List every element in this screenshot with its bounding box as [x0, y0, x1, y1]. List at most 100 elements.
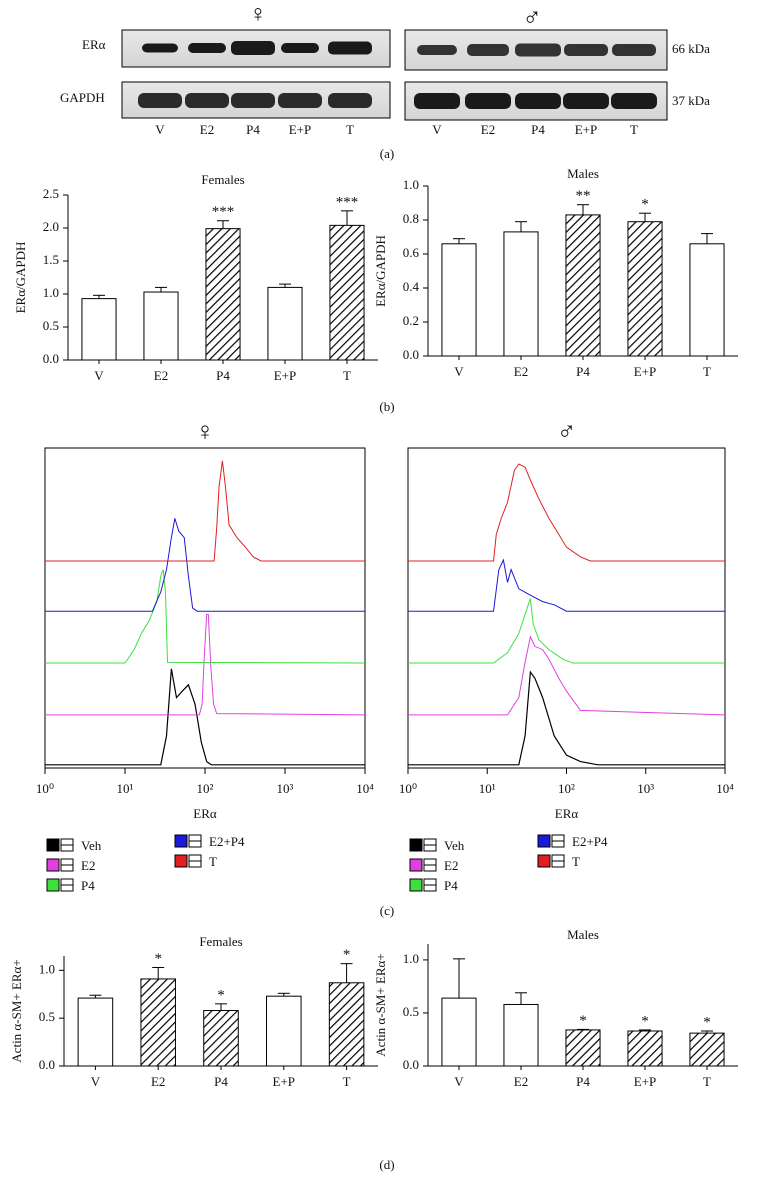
- histogram-line: [45, 518, 365, 612]
- bar: [143, 291, 179, 361]
- bar: [329, 224, 365, 361]
- legend-label: E2: [81, 858, 95, 873]
- bar: [328, 982, 365, 1067]
- blot-band: [328, 41, 372, 55]
- blot-band: [188, 43, 226, 53]
- lane-label: T: [630, 122, 638, 137]
- blot-band: [231, 41, 275, 55]
- x-axis-label: ERα: [193, 806, 217, 821]
- chart-title: Females: [199, 934, 242, 949]
- blot-band: [278, 93, 322, 108]
- blot-band: [467, 44, 509, 56]
- x-tick-label: T: [703, 364, 711, 379]
- histogram-line: [408, 598, 725, 664]
- x-tick-label: E2: [154, 368, 168, 383]
- blot-band: [281, 43, 319, 53]
- legend-label: Veh: [81, 838, 102, 853]
- x-tick-label: P4: [214, 1074, 228, 1089]
- significance-label: *: [641, 197, 649, 213]
- y-axis-label: ERα/GAPDH: [373, 235, 388, 307]
- chart-title: Males: [567, 166, 599, 181]
- y-tick-label: 0.0: [43, 351, 59, 366]
- blot-band: [611, 93, 657, 109]
- x-tick-label: 10²: [197, 781, 214, 796]
- histogram-line: [408, 635, 726, 716]
- chart-title: ♂: [557, 417, 577, 446]
- histogram-line: [45, 613, 366, 716]
- legend-swatch: [46, 838, 60, 852]
- significance-label: *: [703, 1014, 711, 1030]
- bar: [503, 231, 539, 357]
- blot-band: [328, 93, 372, 108]
- y-tick-label: 0.6: [403, 245, 420, 260]
- y-tick-label: 1.0: [403, 951, 419, 966]
- x-tick-label: E+P: [273, 1074, 296, 1089]
- blot-size-label: 66 kDa: [672, 41, 710, 56]
- y-tick-label: 0.5: [403, 1004, 419, 1019]
- x-tick-label: E+P: [634, 364, 657, 379]
- histogram-line: [408, 463, 725, 562]
- panel-label: (b): [379, 399, 394, 414]
- x-tick-label: V: [454, 364, 464, 379]
- panel-label: (d): [379, 1157, 394, 1172]
- lane-label: V: [155, 122, 165, 137]
- x-tick-label: V: [94, 368, 104, 383]
- blot-bands: [138, 41, 657, 109]
- blot-band: [142, 43, 178, 53]
- y-tick-label: 0.0: [403, 1057, 419, 1072]
- significance-label: **: [576, 188, 591, 204]
- histogram-line: [408, 558, 725, 612]
- x-tick-label: V: [454, 1074, 464, 1089]
- lane-label: T: [346, 122, 354, 137]
- x-tick-label: E2: [514, 1074, 528, 1089]
- blot-band: [612, 44, 656, 56]
- legend-swatch: [174, 854, 188, 868]
- x-tick-label: T: [343, 368, 351, 383]
- lane-label: E+P: [575, 122, 598, 137]
- legend-label: E2+P4: [572, 834, 608, 849]
- panel-label: (c): [380, 903, 394, 918]
- legend-label: E2+P4: [209, 834, 245, 849]
- x-tick-label: T: [703, 1074, 711, 1089]
- bar: [689, 1032, 725, 1067]
- bar: [205, 228, 241, 361]
- blot-row-label: GAPDH: [60, 90, 105, 105]
- legend-swatch: [46, 858, 60, 872]
- bar: [627, 221, 663, 357]
- y-axis-label: ERα/GAPDH: [13, 242, 28, 314]
- blot-band: [414, 93, 460, 109]
- blot-band: [564, 44, 608, 56]
- x-tick-label: P4: [576, 1074, 590, 1089]
- blot-band: [465, 93, 511, 109]
- y-axis-label: Actin α-SM+ ERα+: [373, 953, 388, 1056]
- bar: [627, 1030, 663, 1067]
- lane-label: P4: [531, 122, 545, 137]
- y-tick-label: 0.5: [39, 1009, 55, 1024]
- bar: [503, 1003, 539, 1067]
- x-tick-label: 10¹: [117, 781, 134, 796]
- y-tick-label: 1.0: [39, 961, 55, 976]
- female-symbol: ♀: [249, 2, 267, 28]
- blot-band: [417, 45, 457, 55]
- bar: [203, 1010, 239, 1067]
- legend-swatch: [174, 834, 188, 848]
- significance-label: ***: [336, 194, 359, 210]
- y-tick-label: 0.2: [403, 313, 419, 328]
- blot-band: [515, 43, 561, 57]
- y-tick-label: 2.5: [43, 186, 59, 201]
- bar: [441, 997, 477, 1067]
- bar: [81, 298, 117, 361]
- x-tick-label: T: [343, 1074, 351, 1089]
- blot-band: [563, 93, 609, 109]
- bar: [689, 243, 725, 357]
- blot-band: [138, 93, 182, 108]
- y-tick-label: 1.0: [43, 285, 59, 300]
- y-tick-label: 0.0: [403, 347, 419, 362]
- legend-swatch: [537, 854, 551, 868]
- histogram-line: [45, 460, 365, 562]
- x-tick-label: 10⁰: [36, 781, 54, 796]
- x-axis-label: ERα: [555, 806, 579, 821]
- bar: [267, 286, 303, 361]
- significance-label: *: [641, 1013, 649, 1029]
